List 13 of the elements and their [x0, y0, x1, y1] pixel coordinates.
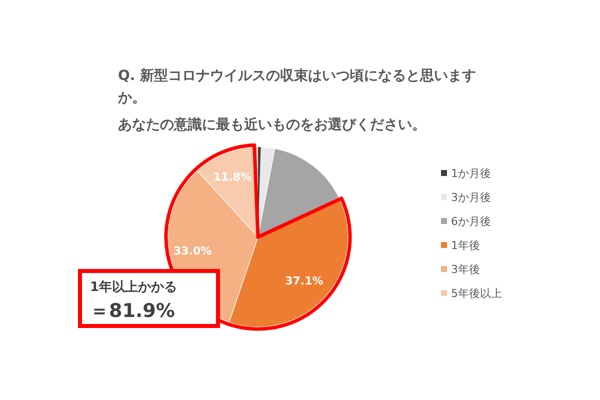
text: ＝81.9%: [90, 300, 175, 322]
legend-label: 3か月後: [451, 191, 491, 204]
chart-subtitle: あなたの意識に最も近いものをお選びください。: [118, 116, 426, 133]
data-label: 11.8%: [213, 170, 252, 184]
legend-label: 1年後: [451, 239, 480, 252]
legend-label: 5年後以上: [451, 287, 502, 300]
legend-label: 1か月後: [451, 167, 491, 180]
legend-label: 3年後: [451, 263, 480, 276]
chart-title: Q. 新型コロナウイルスの収束はいつ頃になると思いますか。: [117, 67, 476, 106]
legend-label: 6か月後: [451, 215, 491, 228]
text: 1年以上かかる: [90, 280, 178, 295]
data-label: 33.0%: [174, 244, 212, 258]
data-label: 37.1%: [285, 274, 324, 288]
